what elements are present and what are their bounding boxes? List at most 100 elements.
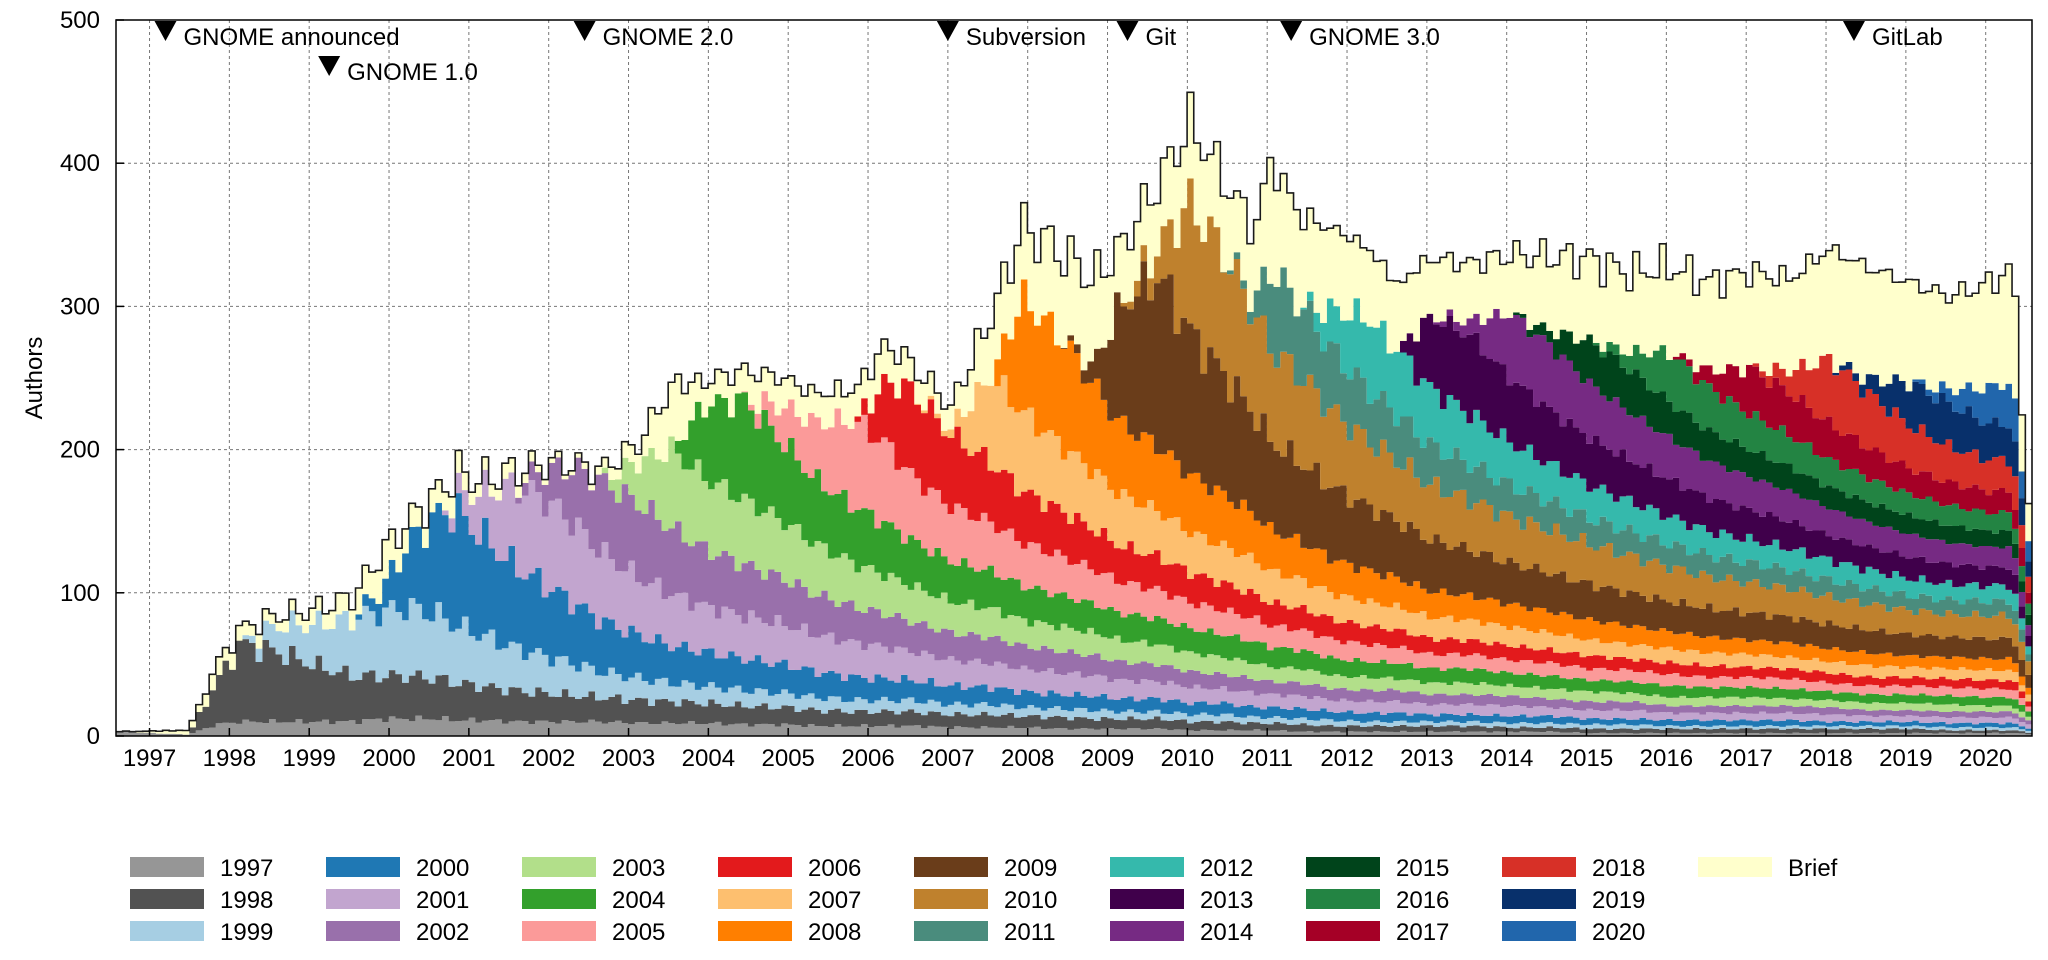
legend-label-2014: 2014	[1200, 919, 1253, 946]
x-tick-label-2008: 2008	[1001, 745, 1054, 772]
legend-label-2003: 2003	[612, 855, 665, 882]
annotation-marker-icon	[1116, 21, 1139, 41]
legend-label-2005: 2005	[612, 919, 665, 946]
x-axis: 1997 1998 1999 2000 2001 2002 2003 2004 2005 2006…	[123, 728, 2012, 772]
legend-swatch-2014	[1110, 921, 1184, 941]
x-tick-label-2009: 2009	[1081, 745, 1134, 772]
legend-swatch-2001	[326, 889, 400, 909]
legend-label-2017: 2017	[1396, 919, 1449, 946]
x-tick-label-2010: 2010	[1161, 745, 1214, 772]
x-tick-label-2019: 2019	[1879, 745, 1932, 772]
x-tick-label-1998: 1998	[203, 745, 256, 772]
annotation-marker-icon	[318, 56, 341, 76]
legend-swatch-2011	[914, 921, 988, 941]
legend-swatch-2007	[718, 889, 792, 909]
annotation-label: GNOME announced	[183, 24, 399, 51]
x-tick-label-2016: 2016	[1640, 745, 1693, 772]
legend-label-2010: 2010	[1004, 887, 1057, 914]
legend-swatch-2013	[1110, 889, 1184, 909]
annotation-label: GNOME 2.0	[603, 24, 734, 51]
annotation-label: Git	[1145, 24, 1176, 51]
legend-swatch-2015	[1306, 857, 1380, 877]
x-tick-label-2013: 2013	[1400, 745, 1453, 772]
legend-label-2011: 2011	[1004, 919, 1056, 946]
legend-swatch-1999	[130, 921, 204, 941]
legend-label-1998: 1998	[220, 887, 273, 914]
x-tick-label-2007: 2007	[921, 745, 974, 772]
x-tick-label-2000: 2000	[362, 745, 415, 772]
x-tick-label-2012: 2012	[1320, 745, 1373, 772]
x-tick-label-2005: 2005	[762, 745, 815, 772]
annotation-label: GitLab	[1872, 24, 1943, 51]
annotation-label: GNOME 1.0	[347, 59, 478, 86]
y-tick-label-0: 0	[87, 723, 100, 750]
series-area-2007	[116, 373, 2032, 735]
x-tick-label-2003: 2003	[602, 745, 655, 772]
legend-label-2008: 2008	[808, 919, 861, 946]
y-tick-label-500: 500	[60, 7, 100, 34]
y-tick-label-200: 200	[60, 437, 100, 464]
series-area-2006	[116, 373, 2032, 735]
event-annotations: GNOME announced GNOME 1.0 GNOME 2.0 Subvers…	[154, 21, 1943, 86]
legend-label-2000: 2000	[416, 855, 469, 882]
legend-swatch-2008	[718, 921, 792, 941]
annotation-marker-icon	[936, 21, 959, 41]
series-area-2008	[116, 279, 2032, 735]
series-area-2000	[116, 493, 2032, 735]
series-area-2001	[116, 469, 2032, 735]
x-tick-label-1997: 1997	[123, 745, 176, 772]
series-area-2004	[116, 392, 2032, 735]
annotation-marker-icon	[1280, 21, 1303, 41]
x-tick-label-2004: 2004	[682, 745, 735, 772]
legend-swatch-2017	[1306, 921, 1380, 941]
legend-swatch-2002	[326, 921, 400, 941]
x-tick-label-2015: 2015	[1560, 745, 1613, 772]
y-axis: 0 100 200 300 400 500	[60, 7, 124, 750]
annotation-label: GNOME 3.0	[1309, 24, 1440, 51]
x-tick-label-2014: 2014	[1480, 745, 1533, 772]
legend-label-brief: Brief	[1788, 855, 1838, 882]
series-area-2002	[116, 457, 2032, 735]
annotation-marker-icon	[1842, 21, 1865, 41]
series-area-1999	[116, 597, 2032, 735]
series-areas	[116, 92, 2032, 736]
legend-swatch-1997	[130, 857, 204, 877]
total-outline	[116, 91, 2032, 733]
legend: 1997 1998 1999 2000 2001 2002 2003 2004 2005 2006…	[130, 855, 1838, 946]
annotation-marker-icon	[154, 21, 177, 41]
series-area-2014	[116, 178, 2032, 735]
y-axis-label: Authors	[21, 337, 48, 420]
x-tick-label-2020: 2020	[1959, 745, 2012, 772]
legend-swatch-2016	[1306, 889, 1380, 909]
x-tick-label-2011: 2011	[1241, 745, 1293, 772]
legend-label-2015: 2015	[1396, 855, 1449, 882]
x-tick-label-2006: 2006	[841, 745, 894, 772]
legend-label-1999: 1999	[220, 919, 273, 946]
legend-label-2018: 2018	[1592, 855, 1645, 882]
legend-label-2004: 2004	[612, 887, 665, 914]
legend-swatch-2019	[1502, 889, 1576, 909]
legend-label-2020: 2020	[1592, 919, 1645, 946]
legend-label-2016: 2016	[1396, 887, 1449, 914]
plot-frame	[115, 19, 2033, 737]
legend-swatch-2012	[1110, 857, 1184, 877]
legend-swatch-2010	[914, 889, 988, 909]
legend-swatch-1998	[130, 889, 204, 909]
legend-label-2012: 2012	[1200, 855, 1253, 882]
series-area-1998	[116, 639, 2032, 735]
legend-swatch-2009	[914, 857, 988, 877]
legend-swatch-brief	[1698, 857, 1772, 877]
annotation-label: Subversion	[966, 24, 1086, 51]
legend-label-2013: 2013	[1200, 887, 1253, 914]
legend-label-2001: 2001	[416, 887, 469, 914]
legend-swatch-2005	[522, 921, 596, 941]
legend-swatch-2018	[1502, 857, 1576, 877]
y-tick-label-400: 400	[60, 150, 100, 177]
x-tick-label-2018: 2018	[1799, 745, 1852, 772]
legend-swatch-2020	[1502, 921, 1576, 941]
legend-label-2009: 2009	[1004, 855, 1057, 882]
legend-swatch-2006	[718, 857, 792, 877]
series-area-2003	[116, 436, 2032, 735]
legend-swatch-2003	[522, 857, 596, 877]
